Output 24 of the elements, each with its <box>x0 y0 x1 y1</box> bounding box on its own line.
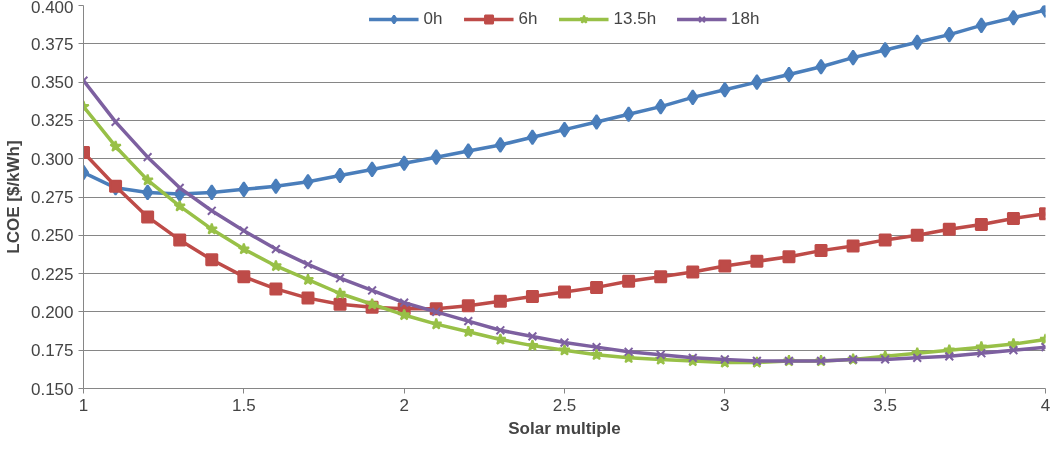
x-axis-title: Solar multiple <box>508 418 621 438</box>
x-tick-label: 2.5 <box>552 395 577 415</box>
y-tick-label: 0.225 <box>30 264 74 284</box>
y-tick-label: 0.400 <box>30 0 74 17</box>
x-tick-label: 3 <box>720 395 730 415</box>
y-tick-label: 0.300 <box>30 149 74 169</box>
legend-label: 0h <box>423 9 444 29</box>
y-tick-label: 0.150 <box>30 379 74 399</box>
y-tick-label: 0.200 <box>30 302 74 322</box>
legend-label: 6h <box>518 9 539 29</box>
legend-label: 18h <box>731 9 760 29</box>
legend-label: 13.5h <box>613 9 657 29</box>
y-tick-label: 0.175 <box>30 341 74 361</box>
y-axis-title: LCOE [$/kWh] <box>3 140 23 254</box>
x-tick-label: 1.5 <box>232 395 256 415</box>
x-tick-label: 2 <box>399 395 409 415</box>
y-tick-label: 0.375 <box>30 34 74 54</box>
y-tick-label: 0.250 <box>30 226 74 246</box>
y-tick-label: 0.275 <box>30 188 74 207</box>
y-tick-label: 0.350 <box>30 73 74 93</box>
x-tick-label: 4 <box>1040 395 1051 415</box>
y-tick-label: 0.325 <box>30 111 74 131</box>
x-tick-label: 3.5 <box>873 395 897 415</box>
x-tick-label: 1 <box>78 395 89 415</box>
